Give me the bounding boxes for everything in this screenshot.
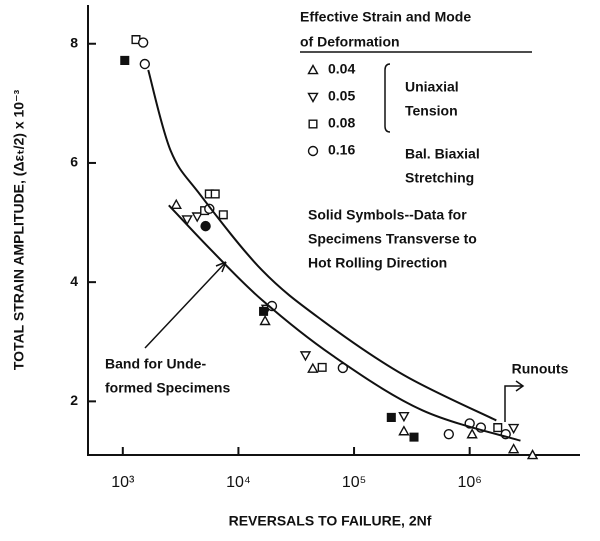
x-tick-label: 10⁶ [457, 474, 481, 491]
data-point [398, 411, 410, 423]
data-point [181, 215, 193, 226]
data-point [266, 300, 278, 312]
data-point [120, 55, 130, 65]
data-point [259, 306, 269, 316]
data-point [493, 423, 503, 433]
data-point [443, 428, 455, 440]
y-axis-label: TOTAL STRAIN AMPLITUDE, (Δεₜ/2) x 10⁻³ [11, 90, 27, 371]
data-point [466, 428, 478, 439]
data-point [137, 37, 149, 48]
legend-group: Stretching [405, 170, 474, 186]
data-point [299, 351, 312, 362]
legend-label: 0.04 [328, 61, 355, 77]
y-tick-label: 4 [70, 273, 78, 289]
note: Solid Symbols--Data for [308, 207, 467, 223]
legend-group: Uniaxial [405, 79, 459, 95]
data-point [317, 362, 327, 372]
y-tick-label: 6 [70, 154, 78, 170]
annotation: Runouts [512, 361, 569, 377]
data-point [218, 210, 228, 220]
legend-symbol [307, 64, 319, 75]
data-point [526, 449, 539, 460]
data-point [259, 314, 271, 326]
data-point [337, 362, 349, 374]
legend-label: 0.05 [328, 88, 355, 104]
legend-title: of Deformation [300, 34, 400, 50]
data-point [210, 189, 220, 199]
band-label: formed Specimens [105, 380, 230, 396]
data-point [409, 432, 419, 442]
data-point [139, 58, 151, 70]
x-axis-label: REVERSALS TO FAILURE, 2Nf [229, 513, 432, 529]
legend-symbol [308, 119, 318, 129]
data-point [200, 220, 211, 232]
data-point [507, 423, 520, 435]
band-label: Band for Unde- [105, 356, 206, 372]
band-curve [147, 69, 497, 422]
legend-bracket [384, 63, 391, 133]
legend-label: 0.08 [328, 115, 355, 131]
data-point [398, 425, 410, 436]
x-tick-label: 10³ [111, 474, 135, 491]
data-point [191, 212, 203, 223]
y-tick-label: 8 [70, 34, 78, 50]
axes [87, 5, 580, 456]
note: Hot Rolling Direction [308, 255, 447, 271]
legend-group: Bal. Biaxial [405, 146, 480, 162]
legend-symbol [307, 145, 319, 157]
x-tick-label: 10⁵ [342, 474, 366, 491]
legend-title: Effective Strain and Mode [300, 9, 471, 25]
legend-symbol [307, 92, 319, 103]
x-tick-label: 10⁴ [226, 474, 251, 491]
y-tick-label: 2 [70, 392, 78, 408]
runout-arrow [504, 380, 525, 422]
data-point [386, 412, 396, 422]
legend-group: Tension [405, 103, 458, 119]
note: Specimens Transverse to [308, 231, 477, 247]
data-point [507, 443, 520, 454]
data-point [307, 362, 319, 373]
legend-label: 0.16 [328, 142, 355, 158]
data-point [170, 198, 182, 209]
band-curve [168, 204, 521, 442]
band-arrow [144, 261, 227, 349]
